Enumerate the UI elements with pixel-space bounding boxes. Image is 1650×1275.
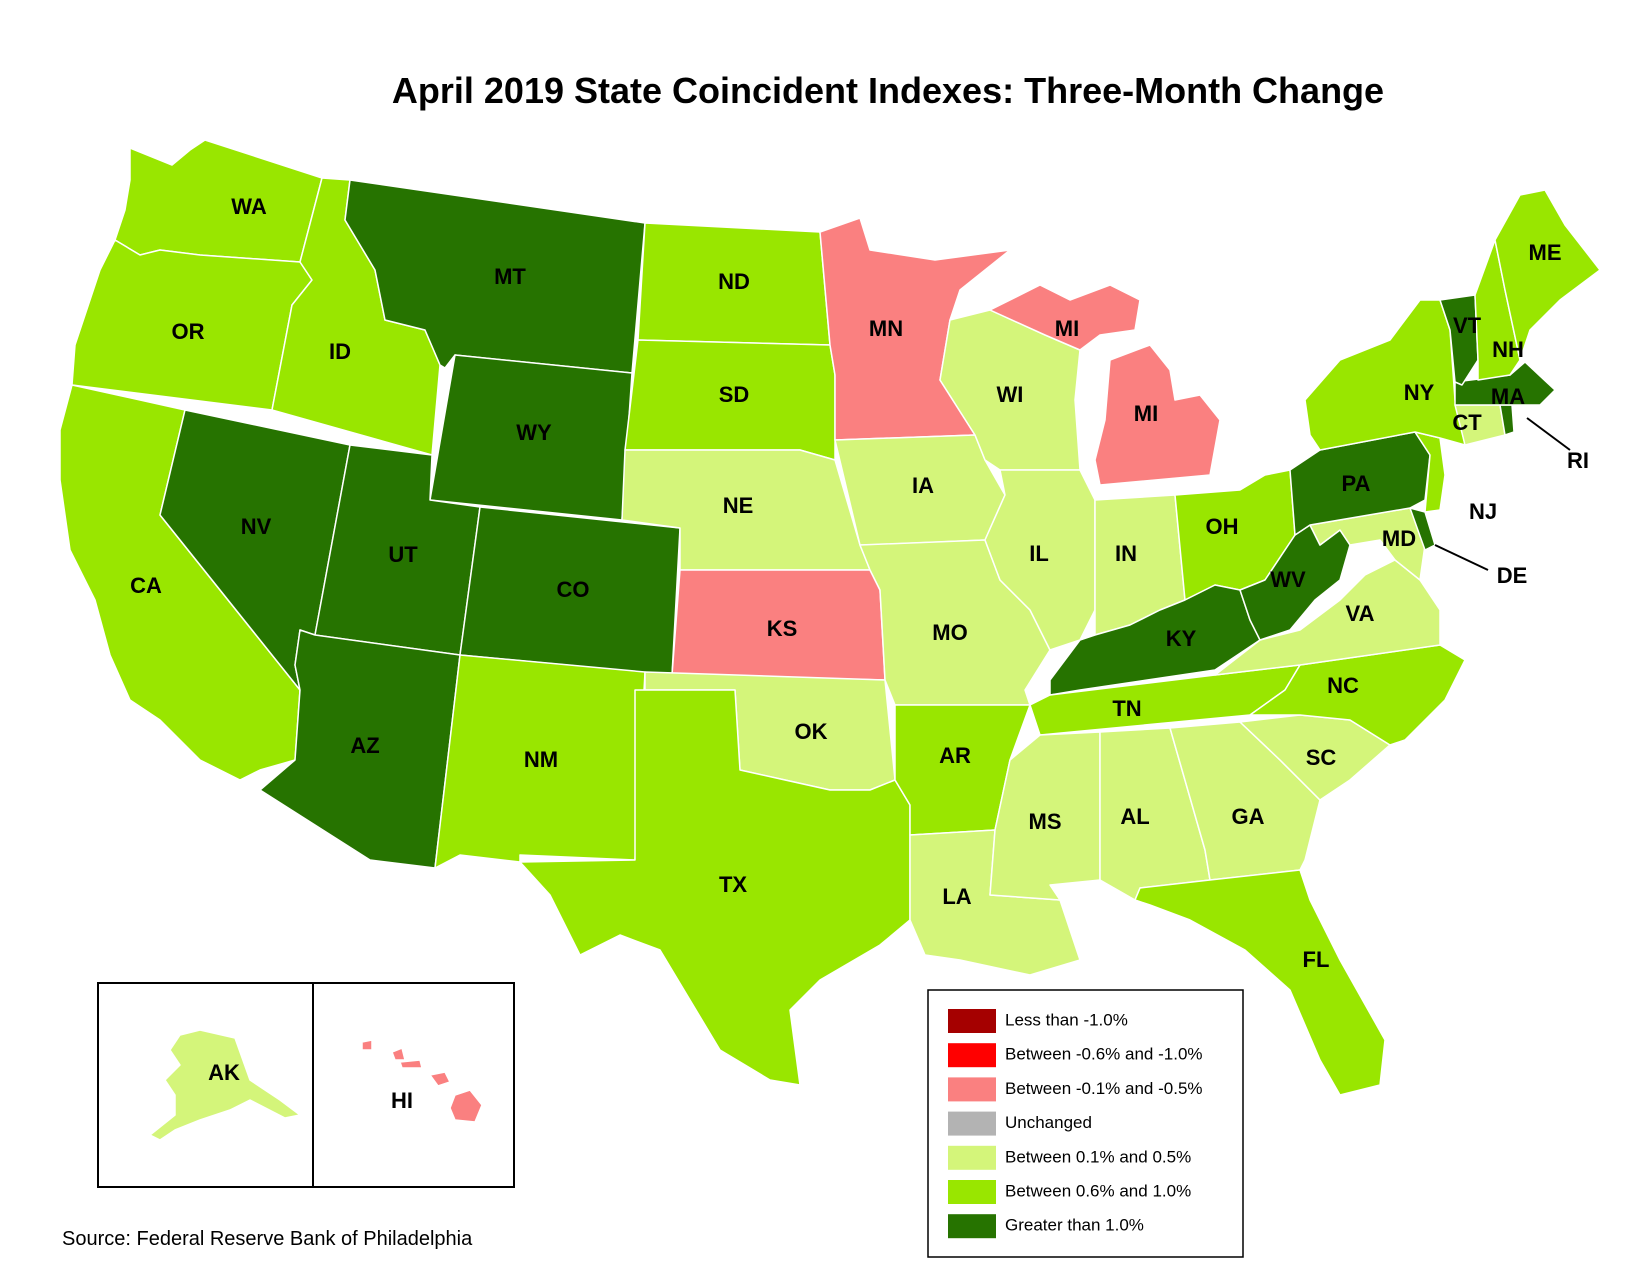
state-FL bbox=[1134, 869, 1386, 1096]
legend-swatch bbox=[948, 1111, 996, 1136]
label-TN: TN bbox=[1112, 696, 1141, 721]
label-OH: OH bbox=[1206, 514, 1239, 539]
state-IL bbox=[984, 469, 1096, 651]
state-MT bbox=[344, 179, 646, 374]
label-AZ: AZ bbox=[350, 733, 379, 758]
legend-swatch bbox=[948, 1180, 996, 1204]
state-HI-maui bbox=[429, 1071, 451, 1087]
legend-label: Between 0.1% and 0.5% bbox=[1005, 1147, 1191, 1166]
label-LA: LA bbox=[942, 884, 971, 909]
state-MA bbox=[1454, 361, 1556, 406]
state-NY bbox=[1304, 299, 1466, 451]
legend-label: Between -0.1% and -0.5% bbox=[1005, 1079, 1203, 1098]
legend-label: Between 0.6% and 1.0% bbox=[1005, 1181, 1191, 1200]
label-RI: RI bbox=[1567, 448, 1589, 473]
legend-swatch bbox=[948, 1145, 996, 1170]
label-AR: AR bbox=[939, 743, 971, 768]
state-MI-upper bbox=[989, 284, 1141, 351]
label-MI-upper: MI bbox=[1055, 316, 1079, 341]
label-NC: NC bbox=[1327, 673, 1359, 698]
label-IN: IN bbox=[1115, 541, 1137, 566]
label-VT: VT bbox=[1453, 313, 1482, 338]
label-AK: AK bbox=[208, 1060, 240, 1085]
label-KS: KS bbox=[767, 616, 798, 641]
label-VA: VA bbox=[1346, 601, 1375, 626]
state-HI-oahu bbox=[391, 1047, 406, 1061]
label-SD: SD bbox=[719, 382, 750, 407]
label-PA: PA bbox=[1342, 471, 1371, 496]
label-MS: MS bbox=[1029, 809, 1062, 834]
label-HI: HI bbox=[391, 1088, 413, 1113]
label-OK: OK bbox=[795, 719, 828, 744]
label-IA: IA bbox=[912, 473, 934, 498]
label-WV: WV bbox=[1270, 567, 1306, 592]
label-MN: MN bbox=[869, 316, 903, 341]
label-NM: NM bbox=[524, 747, 558, 772]
legend-label: Greater than 1.0% bbox=[1005, 1216, 1144, 1235]
label-IL: IL bbox=[1029, 541, 1049, 566]
label-MD: MD bbox=[1382, 526, 1416, 551]
map-title: April 2019 State Coincident Indexes: Thr… bbox=[392, 70, 1384, 111]
label-OR: OR bbox=[172, 319, 205, 344]
label-ID: ID bbox=[329, 339, 351, 364]
label-MO: MO bbox=[932, 620, 967, 645]
state-MI-lower bbox=[1094, 344, 1221, 486]
label-AL: AL bbox=[1120, 804, 1149, 829]
label-UT: UT bbox=[388, 542, 418, 567]
label-CO: CO bbox=[557, 577, 590, 602]
source-note: Source: Federal Reserve Bank of Philadel… bbox=[62, 1228, 473, 1250]
legend-label: Less than -1.0% bbox=[1005, 1010, 1128, 1029]
label-NY: NY bbox=[1404, 380, 1435, 405]
state-WA bbox=[114, 139, 323, 263]
label-WY: WY bbox=[516, 420, 552, 445]
state-HI-molokai bbox=[399, 1059, 423, 1069]
label-CT: CT bbox=[1452, 410, 1482, 435]
label-MI-lower: MI bbox=[1134, 401, 1158, 426]
legend-swatch bbox=[948, 1043, 996, 1068]
state-HI-big bbox=[449, 1089, 483, 1123]
legend-swatch bbox=[948, 1214, 996, 1239]
label-NJ: NJ bbox=[1469, 499, 1497, 524]
legend-label: Unchanged bbox=[1005, 1113, 1092, 1132]
legend-swatch bbox=[948, 1077, 996, 1102]
legend: Less than -1.0% Between -0.6% and -1.0% Be… bbox=[927, 989, 1244, 1258]
state-ME bbox=[1494, 189, 1601, 361]
state-NC bbox=[1249, 644, 1466, 746]
label-MT: MT bbox=[494, 264, 526, 289]
legend-swatch bbox=[948, 1009, 996, 1033]
label-WA: WA bbox=[231, 194, 267, 219]
inset-box bbox=[97, 982, 515, 1188]
label-WI: WI bbox=[997, 382, 1024, 407]
state-AK bbox=[149, 1029, 301, 1141]
label-KY: KY bbox=[1166, 626, 1197, 651]
state-TX bbox=[519, 689, 911, 1086]
label-GA: GA bbox=[1232, 804, 1265, 829]
label-FL: FL bbox=[1303, 947, 1330, 972]
state-WI bbox=[939, 309, 1081, 471]
label-CA: CA bbox=[130, 573, 162, 598]
label-ME: ME bbox=[1529, 240, 1562, 265]
label-NV: NV bbox=[241, 514, 272, 539]
callout-line-DE bbox=[1434, 544, 1489, 571]
label-SC: SC bbox=[1306, 745, 1337, 770]
label-DE: DE bbox=[1497, 563, 1528, 588]
callout-line-RI bbox=[1526, 417, 1571, 451]
label-NH: NH bbox=[1492, 337, 1524, 362]
label-TX: TX bbox=[719, 872, 747, 897]
legend-label: Between -0.6% and -1.0% bbox=[1005, 1045, 1203, 1064]
state-HI-kauai bbox=[361, 1039, 373, 1051]
label-ND: ND bbox=[718, 269, 750, 294]
label-MA: MA bbox=[1491, 384, 1525, 409]
label-NE: NE bbox=[723, 493, 754, 518]
